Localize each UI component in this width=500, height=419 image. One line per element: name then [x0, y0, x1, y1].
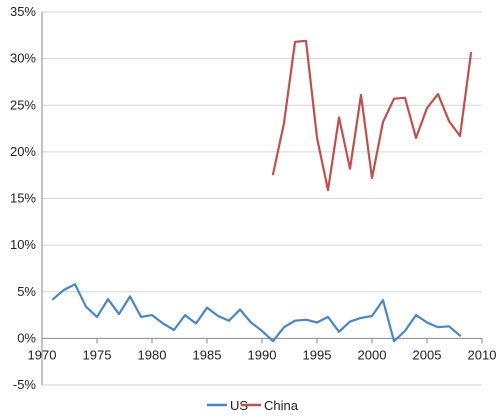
legend: US China — [207, 398, 299, 413]
x-tick-label: 2010 — [468, 347, 497, 362]
x-tick-label: 1985 — [193, 347, 222, 362]
y-tick-label: 10% — [10, 237, 36, 252]
y-tick-label: -5% — [13, 377, 37, 392]
y-tick-label: 5% — [17, 284, 36, 299]
legend-label-china: China — [264, 398, 299, 413]
y-tick-label: 25% — [10, 97, 36, 112]
x-tick-label: 2000 — [358, 347, 387, 362]
y-tick-label: 20% — [10, 144, 36, 159]
x-tick-label: 1990 — [248, 347, 277, 362]
x-tick-label: 1975 — [83, 347, 112, 362]
series-layer — [51, 39, 473, 343]
y-tick-label: 30% — [10, 51, 36, 66]
y-tick-label: 15% — [10, 191, 36, 206]
legend-label-us: US — [230, 398, 248, 413]
x-tick-label: 1970 — [28, 347, 57, 362]
axis-layer: -5% 0% 5% 10% 15% 20% 25% 30% 35% 1970 1975 1980 198… — [10, 4, 496, 392]
series-line-us — [51, 283, 462, 343]
x-tick-label: 1980 — [138, 347, 167, 362]
x-tick-label: 1995 — [303, 347, 332, 362]
series-line-china — [271, 39, 473, 192]
y-tick-label: 35% — [10, 4, 36, 19]
y-tick-label: 0% — [17, 330, 36, 345]
x-tick-label: 2005 — [413, 347, 442, 362]
grid-layer — [42, 11, 482, 386]
